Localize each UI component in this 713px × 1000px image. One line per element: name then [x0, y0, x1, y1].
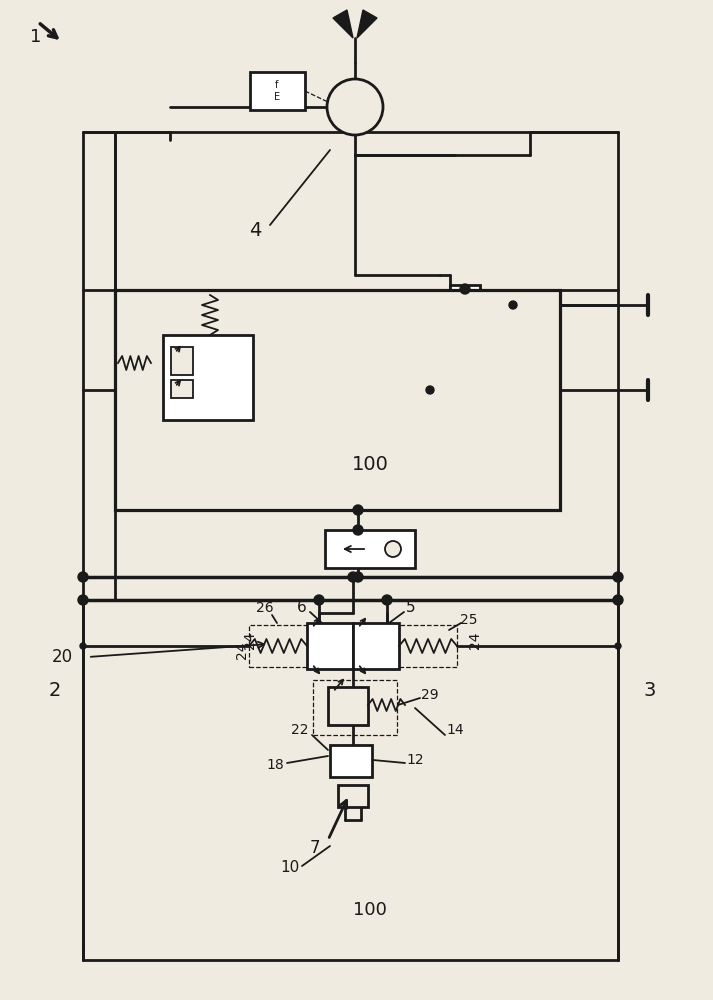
Circle shape — [509, 301, 517, 309]
Bar — [453, 340, 477, 365]
Text: 22: 22 — [291, 723, 309, 737]
Circle shape — [353, 572, 363, 582]
Circle shape — [460, 284, 470, 294]
Text: 14: 14 — [446, 723, 464, 737]
Circle shape — [353, 505, 363, 515]
Circle shape — [382, 595, 392, 605]
Text: 3: 3 — [644, 680, 656, 700]
Circle shape — [327, 79, 383, 135]
Bar — [330, 745, 372, 777]
Text: 2: 2 — [48, 680, 61, 700]
Text: 6: 6 — [297, 599, 307, 614]
Bar — [313, 680, 397, 735]
Bar — [163, 335, 253, 420]
Text: 12: 12 — [406, 753, 424, 767]
Bar — [325, 530, 415, 568]
Text: 10: 10 — [280, 860, 299, 876]
Text: 24: 24 — [468, 631, 482, 649]
Bar — [249, 625, 307, 667]
Text: 24: 24 — [243, 631, 257, 649]
Text: 29: 29 — [421, 688, 438, 702]
Text: 26: 26 — [256, 601, 274, 615]
Polygon shape — [357, 10, 377, 38]
Bar — [171, 347, 193, 375]
Text: 100: 100 — [352, 456, 389, 475]
Text: 20: 20 — [51, 648, 73, 666]
Text: 18: 18 — [266, 758, 284, 772]
Circle shape — [80, 643, 86, 649]
Text: 4: 4 — [249, 221, 261, 239]
Bar — [450, 285, 480, 365]
Text: f
E: f E — [274, 80, 280, 102]
Text: 24: 24 — [235, 641, 249, 659]
Text: 100: 100 — [353, 901, 387, 919]
Polygon shape — [333, 10, 353, 38]
Text: 1: 1 — [30, 28, 41, 46]
Circle shape — [314, 595, 324, 605]
Bar — [307, 623, 353, 669]
Bar — [115, 290, 560, 510]
Bar — [171, 380, 193, 398]
Circle shape — [78, 595, 88, 605]
Circle shape — [385, 541, 401, 557]
Bar — [250, 72, 305, 110]
Circle shape — [426, 386, 434, 394]
Text: 25: 25 — [461, 613, 478, 627]
Bar — [328, 687, 368, 725]
Text: 7: 7 — [309, 839, 320, 857]
Circle shape — [615, 643, 621, 649]
Text: 5: 5 — [406, 599, 416, 614]
Circle shape — [613, 572, 623, 582]
Circle shape — [348, 572, 358, 582]
Circle shape — [353, 525, 363, 535]
Circle shape — [78, 572, 88, 582]
Bar — [399, 625, 457, 667]
Bar — [338, 785, 368, 807]
Bar — [353, 623, 399, 669]
Circle shape — [613, 595, 623, 605]
